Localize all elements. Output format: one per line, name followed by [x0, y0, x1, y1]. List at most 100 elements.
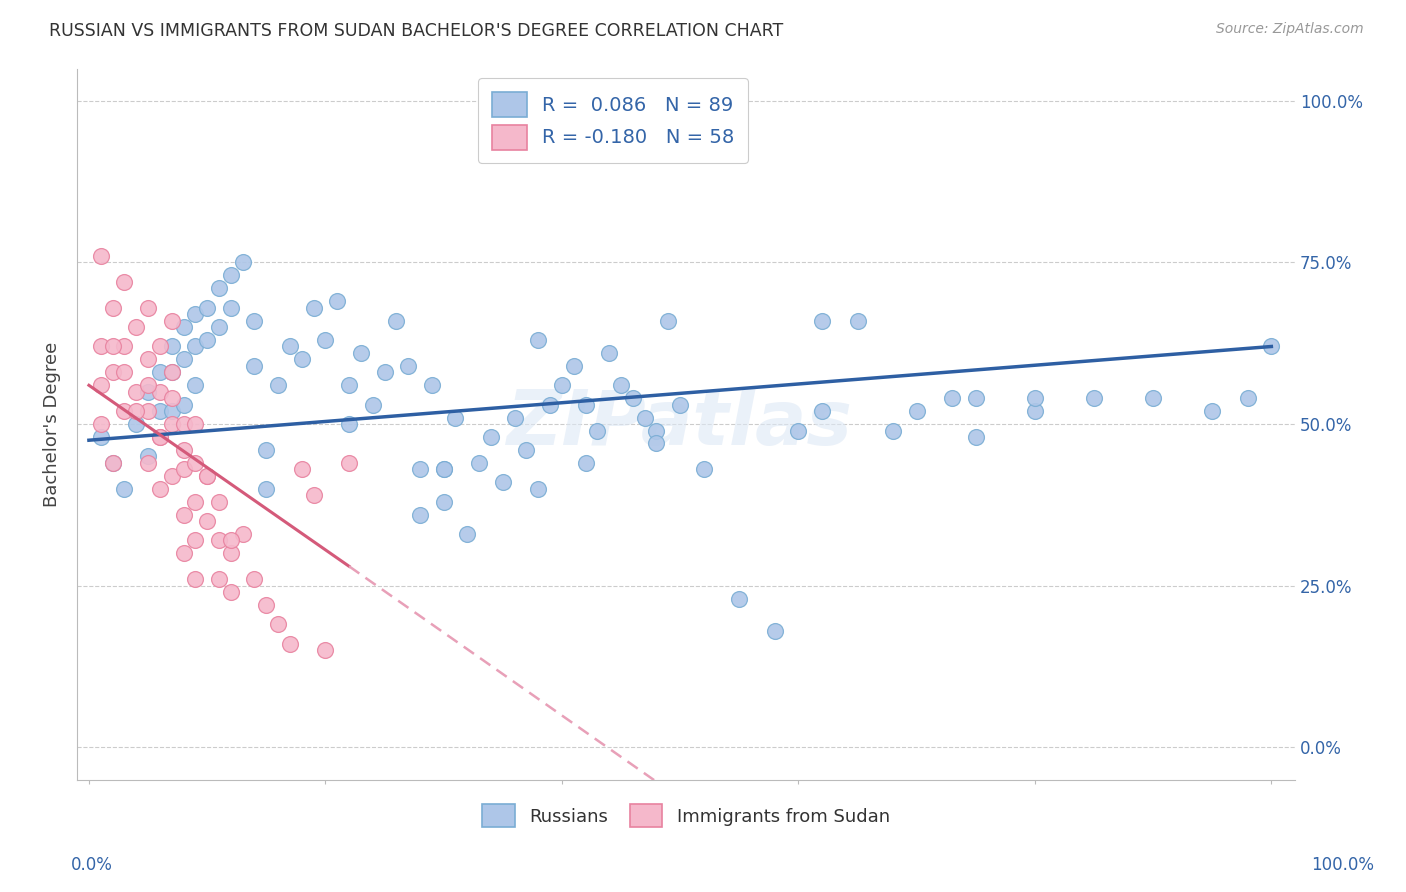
Point: [254, 598, 277, 612]
Point: [101, 456, 124, 470]
Text: 0.0%: 0.0%: [70, 856, 112, 874]
Point: [173, 417, 195, 431]
Point: [184, 572, 207, 586]
Point: [1260, 339, 1282, 353]
Point: [538, 398, 561, 412]
Point: [173, 508, 195, 522]
Point: [882, 424, 904, 438]
Point: [160, 365, 183, 379]
Point: [136, 404, 159, 418]
Point: [787, 424, 810, 438]
Point: [1142, 391, 1164, 405]
Point: [763, 624, 786, 638]
Text: Source: ZipAtlas.com: Source: ZipAtlas.com: [1216, 22, 1364, 37]
Point: [1083, 391, 1105, 405]
Point: [112, 339, 135, 353]
Point: [125, 320, 148, 334]
Point: [267, 617, 290, 632]
Point: [90, 430, 112, 444]
Point: [101, 339, 124, 353]
Point: [136, 456, 159, 470]
Point: [350, 346, 373, 360]
Point: [160, 404, 183, 418]
Point: [195, 468, 218, 483]
Point: [337, 378, 360, 392]
Point: [149, 430, 172, 444]
Point: [112, 482, 135, 496]
Point: [621, 391, 644, 405]
Point: [160, 417, 183, 431]
Point: [1201, 404, 1223, 418]
Point: [278, 339, 301, 353]
Point: [433, 494, 456, 508]
Point: [208, 320, 231, 334]
Text: ZIPatlas: ZIPatlas: [508, 387, 853, 461]
Point: [267, 378, 290, 392]
Point: [314, 643, 336, 657]
Point: [195, 468, 218, 483]
Point: [149, 482, 172, 496]
Point: [219, 533, 242, 548]
Point: [586, 424, 609, 438]
Point: [173, 546, 195, 560]
Point: [291, 462, 314, 476]
Point: [160, 313, 183, 327]
Point: [101, 365, 124, 379]
Point: [728, 591, 751, 606]
Point: [634, 410, 657, 425]
Point: [136, 352, 159, 367]
Point: [173, 352, 195, 367]
Point: [610, 378, 633, 392]
Point: [479, 430, 502, 444]
Point: [173, 442, 195, 457]
Point: [254, 482, 277, 496]
Point: [125, 417, 148, 431]
Point: [184, 533, 207, 548]
Point: [90, 417, 112, 431]
Point: [243, 359, 266, 373]
Point: [208, 281, 231, 295]
Point: [669, 398, 692, 412]
Point: [527, 333, 550, 347]
Point: [136, 450, 159, 464]
Legend: Russians, Immigrants from Sudan: Russians, Immigrants from Sudan: [475, 797, 897, 835]
Point: [373, 365, 395, 379]
Point: [433, 462, 456, 476]
Point: [444, 410, 467, 425]
Point: [136, 301, 159, 315]
Point: [468, 456, 491, 470]
Point: [90, 339, 112, 353]
Point: [657, 313, 679, 327]
Point: [90, 249, 112, 263]
Point: [232, 255, 254, 269]
Point: [184, 339, 207, 353]
Y-axis label: Bachelor's Degree: Bachelor's Degree: [44, 342, 60, 507]
Point: [1024, 391, 1046, 405]
Point: [208, 533, 231, 548]
Point: [160, 365, 183, 379]
Point: [173, 462, 195, 476]
Point: [208, 494, 231, 508]
Point: [160, 339, 183, 353]
Point: [574, 456, 596, 470]
Point: [302, 488, 325, 502]
Point: [195, 514, 218, 528]
Point: [492, 475, 515, 490]
Point: [149, 404, 172, 418]
Point: [456, 527, 478, 541]
Point: [149, 430, 172, 444]
Point: [965, 430, 987, 444]
Point: [184, 456, 207, 470]
Point: [101, 301, 124, 315]
Point: [243, 313, 266, 327]
Point: [503, 410, 526, 425]
Point: [527, 482, 550, 496]
Point: [149, 365, 172, 379]
Point: [136, 378, 159, 392]
Point: [278, 637, 301, 651]
Point: [208, 572, 231, 586]
Point: [941, 391, 963, 405]
Point: [254, 442, 277, 457]
Point: [326, 294, 349, 309]
Point: [232, 527, 254, 541]
